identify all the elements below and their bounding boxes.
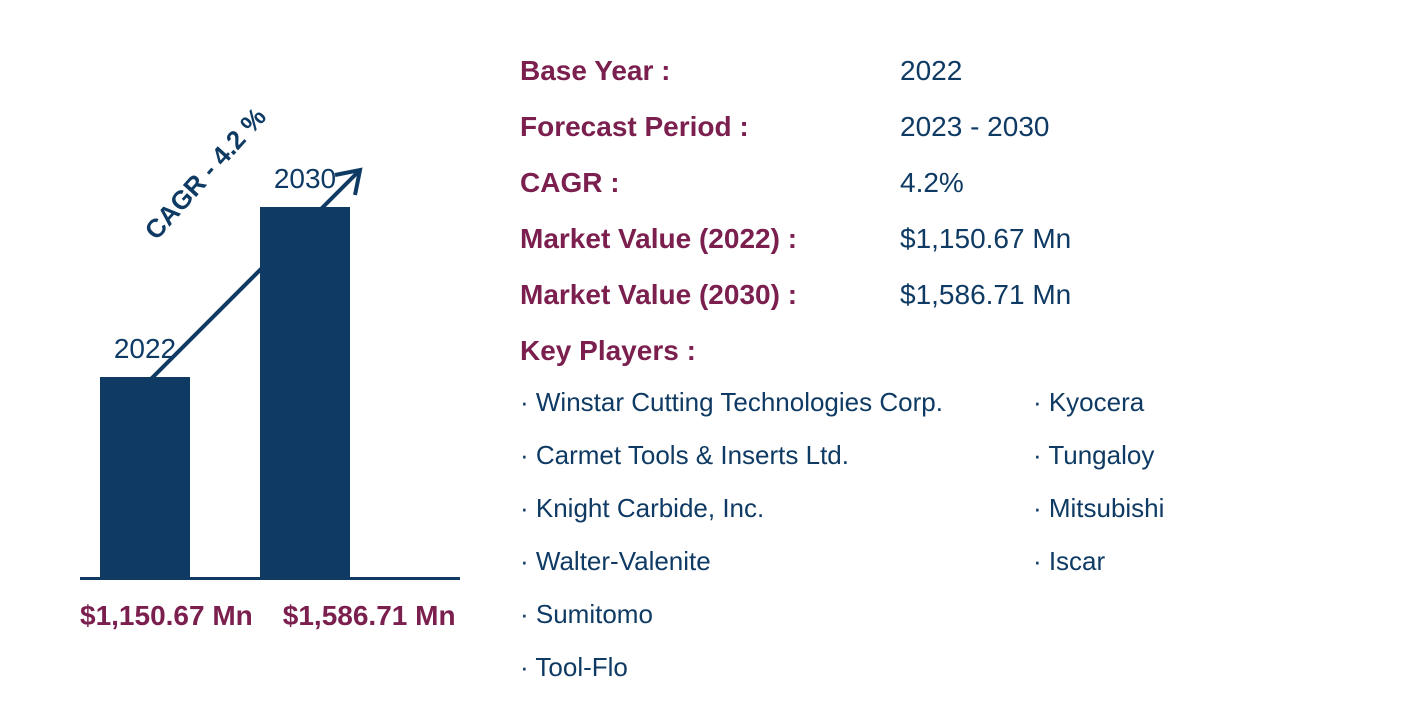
info-value: 4.2%	[900, 167, 964, 199]
info-row-mv-2022: Market Value (2022) : $1,150.67 Mn	[520, 223, 1393, 255]
info-label: Market Value (2022) :	[520, 223, 900, 255]
info-row-base-year: Base Year : 2022	[520, 55, 1393, 87]
info-value: 2023 - 2030	[900, 111, 1049, 143]
key-player-item: · Iscar	[1033, 546, 1164, 577]
key-player-item: · Tool-Flo	[520, 652, 943, 683]
key-player-item: · Mitsubishi	[1033, 493, 1164, 524]
key-player-item: · Walter-Valenite	[520, 546, 943, 577]
bar-2030	[260, 207, 350, 577]
chart-section: CAGR - 4.2 % 2022 2030 $1,150.67 Mn $1,5…	[20, 20, 460, 692]
value-labels: $1,150.67 Mn $1,586.71 Mn	[80, 600, 460, 632]
key-players-col-2: · Kyocera · Tungaloy · Mitsubishi · Isca…	[1003, 387, 1164, 683]
info-row-forecast: Forecast Period : 2023 - 2030	[520, 111, 1393, 143]
bar-label-2030: 2030	[274, 163, 336, 195]
info-label: CAGR :	[520, 167, 900, 199]
info-section: Base Year : 2022 Forecast Period : 2023 …	[460, 20, 1393, 692]
key-player-item: · Kyocera	[1033, 387, 1164, 418]
info-label: Forecast Period :	[520, 111, 900, 143]
info-row-mv-2030: Market Value (2030) : $1,586.71 Mn	[520, 279, 1393, 311]
key-player-item: · Winstar Cutting Technologies Corp.	[520, 387, 943, 418]
bar-label-2022: 2022	[114, 333, 176, 365]
main-container: CAGR - 4.2 % 2022 2030 $1,150.67 Mn $1,5…	[0, 0, 1413, 712]
bar-wrapper-2030: 2030	[260, 163, 350, 577]
info-label: Market Value (2030) :	[520, 279, 900, 311]
key-players-label: Key Players :	[520, 335, 1393, 367]
bar-2022	[100, 377, 190, 577]
key-players-columns: · Winstar Cutting Technologies Corp. · C…	[520, 387, 1393, 683]
info-value: 2022	[900, 55, 962, 87]
key-player-item: · Carmet Tools & Inserts Ltd.	[520, 440, 943, 471]
bars-container: 2022 2030	[80, 140, 460, 580]
bar-wrapper-2022: 2022	[100, 333, 190, 577]
info-label: Base Year :	[520, 55, 900, 87]
key-player-item: · Knight Carbide, Inc.	[520, 493, 943, 524]
key-player-item: · Tungaloy	[1033, 440, 1164, 471]
value-label-2030: $1,586.71 Mn	[283, 600, 456, 632]
info-row-cagr: CAGR : 4.2%	[520, 167, 1393, 199]
value-label-2022: $1,150.67 Mn	[80, 600, 253, 632]
key-player-item: · Sumitomo	[520, 599, 943, 630]
info-value: $1,586.71 Mn	[900, 279, 1071, 311]
info-value: $1,150.67 Mn	[900, 223, 1071, 255]
key-players-col-1: · Winstar Cutting Technologies Corp. · C…	[520, 387, 943, 683]
